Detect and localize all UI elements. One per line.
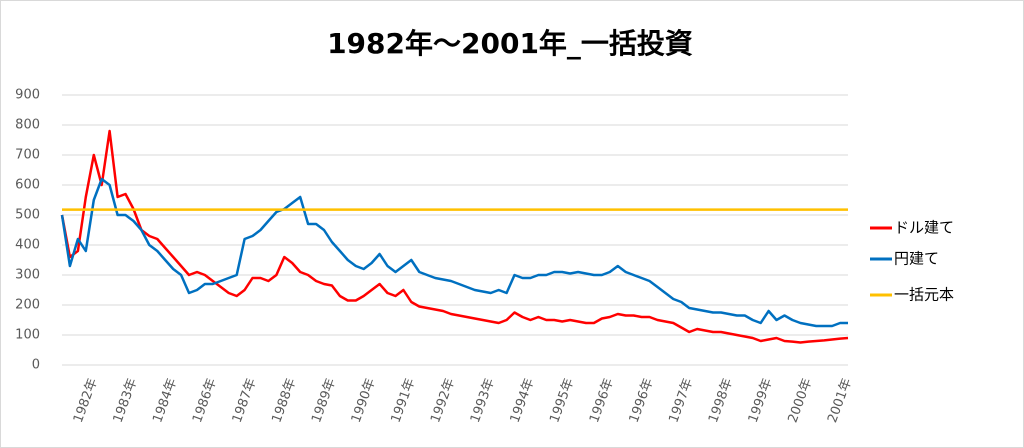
y-tick-label: 300 xyxy=(15,268,40,283)
y-tick-label: 800 xyxy=(15,118,40,133)
y-tick-label: 700 xyxy=(15,148,40,163)
legend-label: 一括元本 xyxy=(894,286,954,304)
legend-label: 円建て xyxy=(894,250,939,268)
y-tick-label: 600 xyxy=(15,178,40,193)
y-tick-label: 100 xyxy=(15,328,40,343)
chart-title: 1982年～2001年_一括投資 xyxy=(327,27,693,60)
legend-label: ドル建て xyxy=(894,219,954,237)
y-tick-label: 900 xyxy=(15,88,40,103)
line-series xyxy=(60,129,849,344)
y-tick-label: 0 xyxy=(32,358,40,373)
y-tick-label: 200 xyxy=(15,298,40,313)
y-tick-label: 400 xyxy=(15,238,40,253)
line-series xyxy=(60,177,848,328)
y-tick-label: 500 xyxy=(15,208,40,223)
